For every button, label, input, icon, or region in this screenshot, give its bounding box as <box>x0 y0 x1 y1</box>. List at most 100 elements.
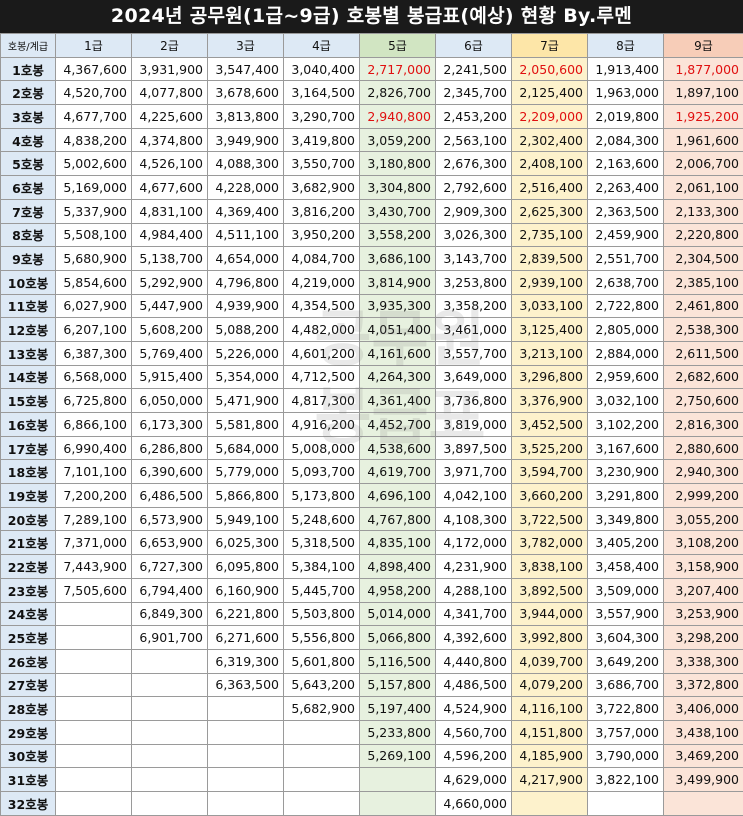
salary-cell: 4,374,800 <box>132 128 208 152</box>
salary-cell: 2,006,700 <box>664 152 743 176</box>
salary-cell <box>208 744 284 768</box>
salary-cell: 4,228,000 <box>208 176 284 200</box>
salary-cell <box>664 792 743 816</box>
salary-cell: 5,066,800 <box>360 626 436 650</box>
salary-cell: 3,722,800 <box>588 697 664 721</box>
salary-cell: 2,999,200 <box>664 484 743 508</box>
step-label: 5호봉 <box>1 152 56 176</box>
salary-cell: 2,084,300 <box>588 128 664 152</box>
salary-cell: 4,526,100 <box>132 152 208 176</box>
salary-cell: 4,217,900 <box>512 768 588 792</box>
salary-cell: 2,939,100 <box>512 270 588 294</box>
salary-cell: 4,088,300 <box>208 152 284 176</box>
salary-cell: 6,866,100 <box>56 413 132 437</box>
salary-cell: 5,173,800 <box>284 484 360 508</box>
salary-cell: 5,014,000 <box>360 602 436 626</box>
salary-cell: 3,931,900 <box>132 57 208 81</box>
salary-cell: 2,019,800 <box>588 105 664 129</box>
salary-cell: 3,557,700 <box>436 341 512 365</box>
salary-cell <box>132 649 208 673</box>
salary-cell: 5,684,000 <box>208 436 284 460</box>
salary-cell: 5,471,900 <box>208 389 284 413</box>
salary-cell: 3,509,000 <box>588 578 664 602</box>
salary-cell: 5,556,800 <box>284 626 360 650</box>
salary-cell <box>132 697 208 721</box>
salary-cell: 6,025,300 <box>208 531 284 555</box>
salary-cell: 4,361,400 <box>360 389 436 413</box>
salary-cell: 2,133,300 <box>664 199 743 223</box>
step-label: 2호봉 <box>1 81 56 105</box>
salary-cell: 6,794,400 <box>132 578 208 602</box>
salary-cell: 4,831,100 <box>132 199 208 223</box>
salary-cell: 3,405,200 <box>588 531 664 555</box>
salary-cell: 4,817,300 <box>284 389 360 413</box>
salary-cell: 6,319,300 <box>208 649 284 673</box>
salary-cell: 4,452,700 <box>360 413 436 437</box>
salary-cell: 3,026,300 <box>436 223 512 247</box>
salary-cell: 3,298,200 <box>664 626 743 650</box>
salary-cell: 4,161,600 <box>360 341 436 365</box>
salary-cell <box>56 792 132 816</box>
salary-cell: 3,296,800 <box>512 365 588 389</box>
step-label: 8호봉 <box>1 223 56 247</box>
grade-header: 9급 <box>664 34 743 58</box>
salary-cell: 3,649,200 <box>588 649 664 673</box>
salary-cell: 5,197,400 <box>360 697 436 721</box>
salary-cell: 7,200,200 <box>56 484 132 508</box>
salary-cell <box>284 744 360 768</box>
salary-cell: 5,292,900 <box>132 270 208 294</box>
salary-cell: 4,108,300 <box>436 507 512 531</box>
salary-cell: 6,221,800 <box>208 602 284 626</box>
salary-cell: 4,077,800 <box>132 81 208 105</box>
salary-cell: 4,677,700 <box>56 105 132 129</box>
salary-cell: 6,207,100 <box>56 318 132 342</box>
salary-cell: 2,408,100 <box>512 152 588 176</box>
salary-cell: 3,290,700 <box>284 105 360 129</box>
salary-cell <box>56 697 132 721</box>
salary-cell: 5,008,000 <box>284 436 360 460</box>
salary-cell: 7,443,900 <box>56 555 132 579</box>
salary-cell: 6,390,600 <box>132 460 208 484</box>
salary-cell: 3,525,200 <box>512 436 588 460</box>
salary-cell: 4,838,200 <box>56 128 132 152</box>
salary-cell: 3,358,200 <box>436 294 512 318</box>
step-label: 9호봉 <box>1 247 56 271</box>
salary-cell: 5,682,900 <box>284 697 360 721</box>
salary-cell: 3,102,200 <box>588 413 664 437</box>
salary-cell: 2,263,400 <box>588 176 664 200</box>
salary-cell: 3,452,500 <box>512 413 588 437</box>
salary-cell: 4,354,500 <box>284 294 360 318</box>
salary-cell: 4,231,900 <box>436 555 512 579</box>
salary-cell: 4,939,900 <box>208 294 284 318</box>
salary-cell: 3,594,700 <box>512 460 588 484</box>
salary-cell: 5,581,800 <box>208 413 284 437</box>
step-label: 21호봉 <box>1 531 56 555</box>
page-title: 2024년 공무원(1급~9급) 호봉별 봉급표(예상) 현황 By.루멘 <box>0 0 743 33</box>
salary-cell: 5,384,100 <box>284 555 360 579</box>
salary-cell: 5,157,800 <box>360 673 436 697</box>
salary-cell: 4,629,000 <box>436 768 512 792</box>
salary-cell: 5,269,100 <box>360 744 436 768</box>
salary-cell: 5,608,200 <box>132 318 208 342</box>
salary-cell <box>208 768 284 792</box>
step-label: 20호봉 <box>1 507 56 531</box>
step-label: 24호봉 <box>1 602 56 626</box>
salary-cell: 3,338,300 <box>664 649 743 673</box>
salary-cell <box>208 697 284 721</box>
salary-cell: 3,682,900 <box>284 176 360 200</box>
salary-cell: 6,990,400 <box>56 436 132 460</box>
salary-cell: 3,813,800 <box>208 105 284 129</box>
step-label: 11호봉 <box>1 294 56 318</box>
salary-cell: 4,367,600 <box>56 57 132 81</box>
salary-cell: 2,241,500 <box>436 57 512 81</box>
grade-header: 8급 <box>588 34 664 58</box>
salary-cell: 6,363,500 <box>208 673 284 697</box>
salary-cell <box>208 792 284 816</box>
salary-cell: 2,735,100 <box>512 223 588 247</box>
salary-cell: 6,725,800 <box>56 389 132 413</box>
